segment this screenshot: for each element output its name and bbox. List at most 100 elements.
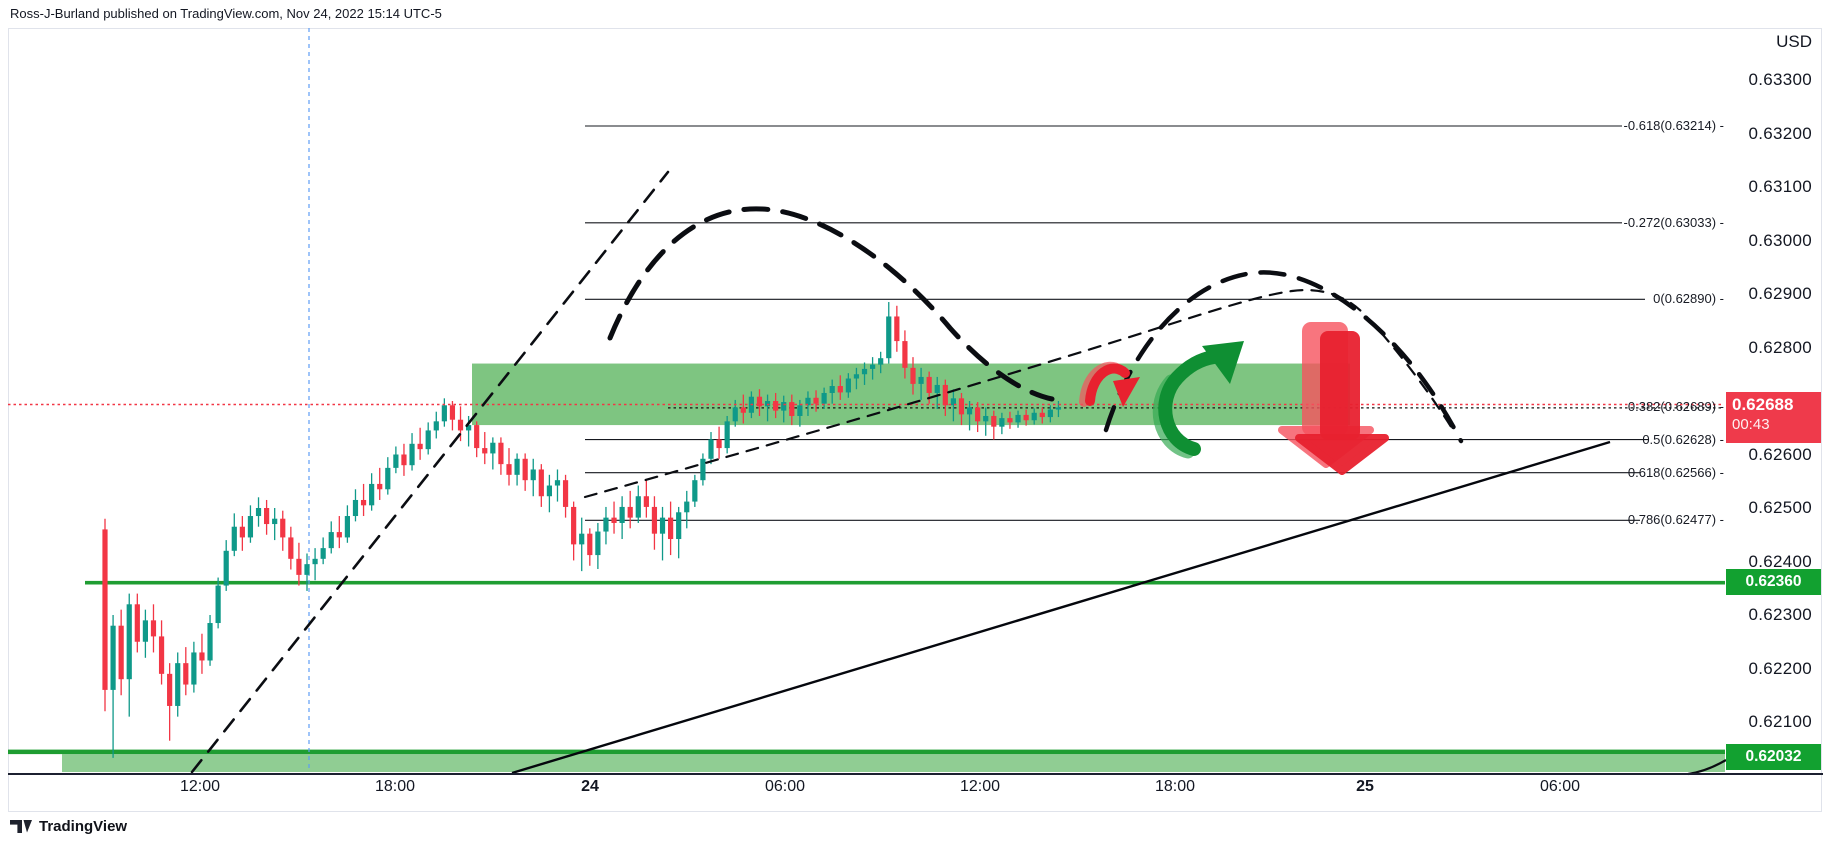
time-tick-label: 18:00 (374, 778, 416, 795)
candle-body (611, 517, 617, 523)
candle-body (175, 663, 181, 706)
candle-body (522, 458, 528, 481)
candle-body (554, 480, 561, 486)
attribution-text: Ross-J-Burland published on TradingView.… (10, 6, 442, 21)
candle-body (344, 516, 350, 538)
red-arrowhead (1113, 377, 1140, 407)
candle-body (587, 533, 593, 556)
bar-countdown: 00:43 (1732, 416, 1770, 433)
candle-body (813, 397, 819, 404)
candle-body (635, 496, 641, 518)
price-tick-label: 0.62400 (1748, 551, 1812, 571)
green-arrowhead (1202, 341, 1244, 384)
price-tick-label: 0.63000 (1748, 230, 1812, 250)
candle-body (239, 526, 245, 538)
tradingview-logo[interactable]: TradingView (10, 818, 127, 835)
candle-body (304, 564, 310, 575)
green-bounce-curved-arrow (1158, 350, 1221, 456)
candle-body (821, 392, 827, 404)
candle-body (449, 405, 456, 420)
support-line-0-62360 (85, 580, 1725, 585)
candle-body (401, 454, 407, 466)
price-tick-label: 0.62200 (1748, 658, 1812, 678)
candle-body (498, 442, 504, 465)
candle-body (1039, 412, 1045, 418)
time-tick-label: 06:00 (764, 778, 806, 795)
candle-body (490, 442, 496, 454)
candle-body (530, 469, 536, 481)
candle-body (1007, 418, 1013, 423)
price-tick-label: 0.62900 (1748, 284, 1812, 303)
last-price-badge: 0.62688 00:43 (1726, 392, 1821, 443)
candle-body (627, 506, 633, 518)
candle-body (870, 364, 876, 369)
candle-body (692, 480, 698, 502)
candle-body (659, 517, 666, 534)
red-rejection-curved-arrow (1085, 363, 1130, 406)
time-tick-label: 06:00 (1539, 778, 1581, 795)
candle-body (312, 558, 318, 565)
candle-body (417, 443, 423, 450)
candle-body (215, 585, 221, 624)
price-tick-label: 0.62500 (1748, 498, 1812, 517)
candle-body (167, 673, 173, 706)
candle-body (223, 550, 229, 586)
candle-body (118, 625, 124, 680)
candle-body (797, 405, 803, 416)
tradingview-logo-text: TradingView (39, 818, 128, 835)
solid-rising-trendline (511, 440, 1611, 775)
candle-body (676, 512, 682, 540)
candle-body (199, 652, 205, 661)
candle-body (134, 604, 140, 642)
candle-body (853, 374, 860, 379)
candle-body (926, 376, 932, 393)
demand-zone (62, 754, 1725, 772)
candle-body (902, 341, 908, 368)
candle-body (142, 620, 148, 642)
fib-level-label: -0.618(0.63214) - (1623, 118, 1724, 133)
candle-body (385, 467, 391, 490)
candle-body (643, 496, 649, 507)
last-price-value: 0.62688 (1732, 395, 1794, 414)
quote-currency-label: USD (1776, 32, 1812, 51)
candle-body (352, 499, 359, 517)
candle-body (296, 558, 302, 575)
tradingview-logo-icon (10, 820, 32, 833)
candle-body (837, 386, 843, 393)
candle-body (126, 604, 132, 680)
candle-body (466, 425, 472, 431)
candle-body (991, 415, 997, 427)
candle-body (894, 316, 900, 342)
candle-body (1015, 414, 1021, 423)
dashed-steep-trendline (190, 170, 670, 774)
candle-body (571, 506, 577, 545)
price-tick-label: 0.63100 (1748, 177, 1812, 196)
candle-body (942, 384, 948, 406)
dashed-dome-projection-1 (607, 206, 1055, 402)
candle-body (247, 516, 254, 538)
time-tick-label: 12:00 (959, 778, 1001, 795)
candle-body (231, 526, 237, 551)
candle-body (320, 548, 326, 559)
candle-body (999, 418, 1005, 427)
candle-body (272, 518, 278, 525)
candle-body (878, 358, 884, 365)
candle-body (789, 402, 795, 416)
candle-body (950, 398, 956, 406)
candle-body (740, 407, 746, 413)
candle-body (966, 407, 973, 415)
candle-body (700, 458, 706, 481)
candle-body (102, 529, 108, 690)
candle-body (562, 480, 569, 507)
price-tick-label: 0.63200 (1748, 123, 1812, 143)
candle-body (110, 625, 116, 690)
time-axis-separator (8, 773, 1823, 775)
big-red-down-arrow (1320, 331, 1360, 440)
candle-body (829, 386, 835, 393)
candle-body (1031, 412, 1037, 421)
candle-body (207, 623, 213, 661)
candle-body (684, 501, 690, 513)
candle-body (975, 407, 981, 422)
